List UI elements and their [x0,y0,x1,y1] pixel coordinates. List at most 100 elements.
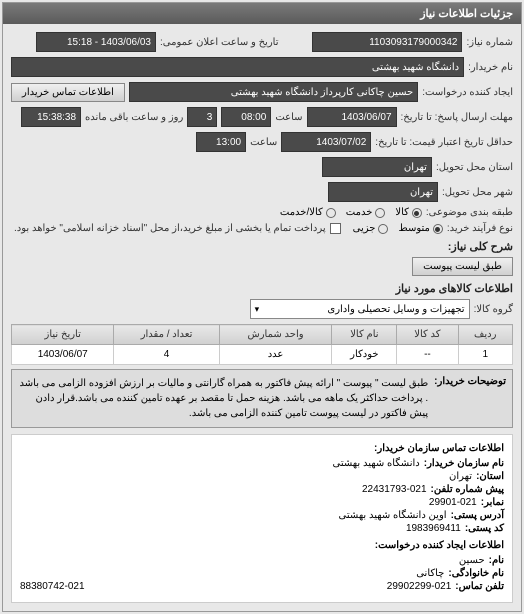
announce-date-label: تاریخ و ساعت اعلان عمومی: [160,37,279,48]
fname-label: نام: [489,555,504,566]
validity-time-label: ساعت [250,137,277,148]
process-label: نوع فرآیند خرید: [447,223,513,234]
contact-section: اطلاعات تماس سازمان خریدار: نام سازمان خ… [11,434,513,603]
panel-body: شماره نیاز: 1103093179000342 تاریخ و ساع… [3,24,521,611]
delivery-province-label: استان محل تحویل: [436,162,513,173]
radio-service-label: خدمت [346,207,373,218]
details-panel: جزئیات اطلاعات نیاز شماره نیاز: 11030931… [2,2,522,612]
radio-service[interactable]: خدمت [346,207,386,218]
th-code: کد کالا [397,325,458,345]
radio-goods[interactable]: کالا [395,207,422,218]
address-label: آدرس پستی: [451,510,504,521]
delivery-city-field: تهران [328,182,438,202]
table-row[interactable]: 1 -- خودکار عدد 4 1403/06/07 [12,345,513,365]
th-row: ردیف [458,325,512,345]
deadline-label: مهلت ارسال پاسخ: تا تاریخ: [401,112,513,123]
row-creator: ایجاد کننده درخواست: حسین چاکانی کارپردا… [11,82,513,102]
th-date: تاریخ نیاز [12,325,114,345]
province-value: تهران [449,471,472,482]
radio-partial-label: جزیی [353,223,376,234]
goods-section-title: اطلاعات کالاهای مورد نیاز [11,282,513,295]
contact-address-row: آدرس پستی: اوین دانشگاه شهید بهشتی [20,510,504,521]
buyer-desc-text: طبق لیست " پیوست " ارائه پیش فاکتور به ه… [18,376,428,421]
tel2-value: 88380742-021 [20,581,85,592]
delivery-province-field: تهران [322,157,432,177]
radio-goods-label: کالا [395,207,409,218]
validity-label: حداقل تاریخ اعتبار قیمت: تا تاریخ: [375,137,513,148]
cell-qty: 4 [114,345,219,365]
request-number-label: شماره نیاز: [466,37,513,48]
address-value: اوین دانشگاه شهید بهشتی [339,510,447,521]
province-label: استان: [476,471,504,482]
radio-goods-service-label: کالا/خدمت [280,207,323,218]
row-category: طبقه بندی موضوعی: کالا خدمت کالا/خدمت [11,207,513,218]
cell-unit: عدد [219,345,332,365]
row-buyer: نام خریدار: دانشگاه شهید بهشتی [11,57,513,77]
th-unit: واحد شمارش [219,325,332,345]
cell-row: 1 [458,345,512,365]
buyer-desc-label: توضیحات خریدار: [434,376,506,421]
cell-code: -- [397,345,458,365]
buyer-description-box: توضیحات خریدار: طبق لیست " پیوست " ارائه… [11,369,513,428]
contact-postal-row: کد پستی: 1983969411 [20,523,504,534]
radio-medium-icon [433,224,443,234]
creator-label: ایجاد کننده درخواست: [422,87,513,98]
lname-value: چاکانی [416,568,444,579]
contact-org-title: اطلاعات تماس سازمان خریدار: [20,443,504,454]
creator-field: حسین چاکانی کارپرداز دانشگاه شهید بهشتی [129,82,418,102]
deadline-time-field: 08:00 [221,107,271,127]
row-deadline: مهلت ارسال پاسخ: تا تاریخ: 1403/06/07 سا… [11,107,513,127]
cell-name: خودکار [332,345,397,365]
row-validity: حداقل تاریخ اعتبار قیمت: تا تاریخ: 1403/… [11,132,513,152]
radio-goods-icon [412,208,422,218]
tel-label: تلفن تماس: [455,581,504,592]
th-qty: تعداد / مقدار [114,325,219,345]
buyer-name-label: نام خریدار: [468,62,513,73]
announce-date-field: 1403/06/03 - 15:18 [36,32,156,52]
remaining-label: روز و ساعت باقی مانده [85,112,183,123]
contact-fname-row: نام: حسین [20,555,504,566]
contact-org-row: نام سازمان خریدار: دانشگاه شهید بهشتی [20,458,504,469]
contact-phone-row: پیش شماره تلفن: 22431793-021 [20,484,504,495]
validity-time-field: 13:00 [196,132,246,152]
contact-province-row: استان: تهران [20,471,504,482]
radio-service-icon [375,208,385,218]
radio-goods-service[interactable]: کالا/خدمت [280,207,336,218]
row-process: نوع فرآیند خرید: متوسط جزیی پرداخت تمام … [11,223,513,234]
row-delivery-city: شهر محل تحویل: تهران [11,182,513,202]
fax-value: 29901-021 [429,497,477,508]
request-number-field: 1103093179000342 [312,32,462,52]
remaining-time-field: 15:38:38 [21,107,81,127]
phone-value: 22431793-021 [362,484,427,495]
radio-medium[interactable]: متوسط [398,223,442,234]
process-radio-group: متوسط جزیی [353,223,443,234]
attachment-button[interactable]: طبق لیست پیوست [412,257,513,276]
panel-title: جزئیات اطلاعات نیاز [420,8,513,20]
radio-goods-service-icon [326,208,336,218]
row-request-number: شماره نیاز: 1103093179000342 تاریخ و ساع… [11,32,513,52]
category-radio-group: کالا خدمت کالا/خدمت [280,207,422,218]
goods-group-label: گروه کالا: [474,304,513,315]
desc-title: شرح کلی نیاز: [11,240,513,253]
payment-note: پرداخت تمام یا بخشی از مبلغ خرید،از محل … [14,223,326,234]
buyer-name-field: دانشگاه شهید بهشتی [11,57,464,77]
postal-label: کد پستی: [465,523,504,534]
row-delivery-province: استان محل تحویل: تهران [11,157,513,177]
deadline-date-field: 1403/06/07 [307,107,397,127]
delivery-city-label: شهر محل تحویل: [442,187,513,198]
lname-label: نام خانوادگی: [448,568,504,579]
contact-info-button[interactable]: اطلاعات تماس خریدار [11,83,125,102]
deadline-time-label: ساعت [275,112,302,123]
tel-value: 29902299-021 [387,581,452,592]
payment-checkbox[interactable] [330,223,341,234]
category-label: طبقه بندی موضوعی: [426,207,513,218]
th-name: نام کالا [332,325,397,345]
postal-value: 1983969411 [406,523,461,534]
org-value: دانشگاه شهید بهشتی [333,458,420,469]
goods-group-select[interactable]: تجهیزات و وسایل تحصیلی واداری [250,299,470,319]
contact-creator-title: اطلاعات ایجاد کننده درخواست: [20,540,504,551]
contact-tel-row: تلفن تماس: 29902299-021 88380742-021 [20,581,504,592]
table-header-row: ردیف کد کالا نام کالا واحد شمارش تعداد /… [12,325,513,345]
radio-partial[interactable]: جزیی [353,223,389,234]
fname-value: حسین [459,555,485,566]
